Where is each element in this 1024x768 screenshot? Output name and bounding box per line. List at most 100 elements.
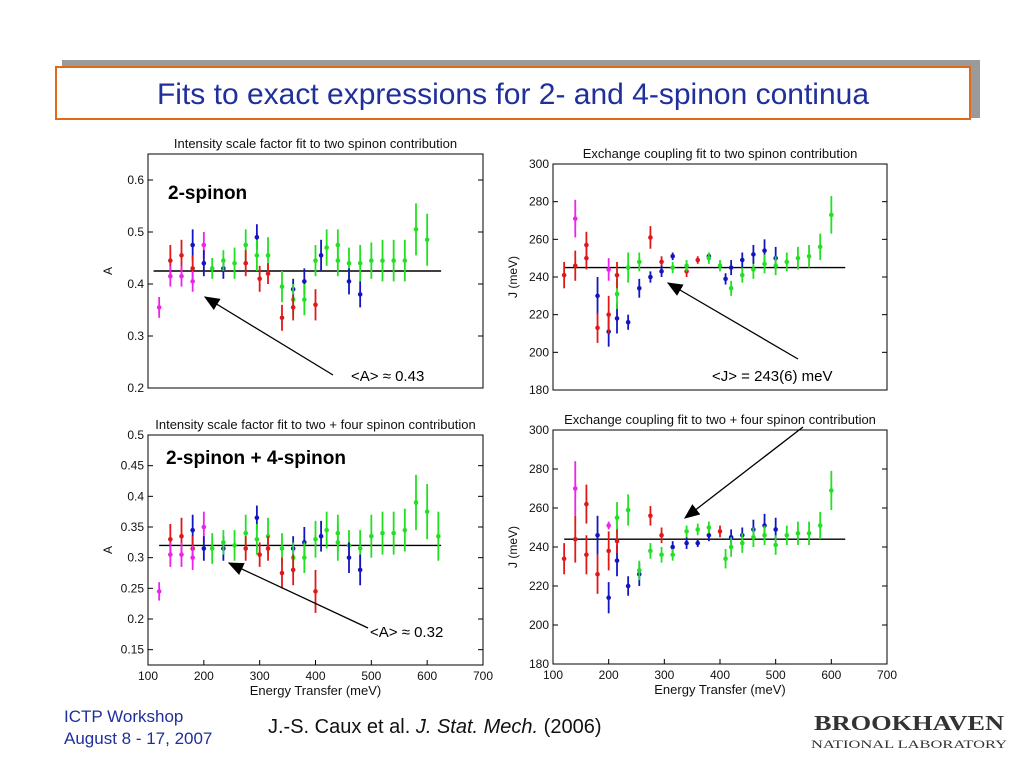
- y-tick-label: 260: [529, 232, 549, 246]
- y-tick-label: 0.4: [127, 277, 144, 291]
- x-tick-label: 400: [305, 669, 325, 683]
- data-point: [684, 263, 689, 268]
- data-point: [313, 589, 318, 594]
- y-axis-label: J (meV): [506, 256, 520, 298]
- y-tick-label: 260: [529, 501, 549, 515]
- y-tick-label: 0.2: [127, 612, 144, 626]
- data-point: [243, 530, 249, 536]
- data-point: [221, 540, 226, 545]
- data-point: [243, 242, 249, 248]
- data-point: [762, 248, 767, 253]
- data-point: [257, 276, 262, 282]
- data-point: [795, 255, 801, 261]
- data-point: [190, 242, 195, 248]
- x-tick-label: 200: [599, 668, 619, 682]
- data-point: [706, 533, 712, 538]
- data-point: [254, 253, 260, 258]
- data-point: [784, 533, 790, 538]
- data-point: [614, 291, 620, 297]
- data-point: [606, 548, 611, 554]
- annotation-J2: <J> = 243(6) meV: [712, 368, 832, 385]
- data-point: [190, 266, 195, 271]
- x-tick-label: 500: [766, 668, 786, 682]
- data-point: [829, 488, 834, 493]
- data-point: [335, 540, 341, 545]
- x-tick-label: 300: [654, 668, 674, 682]
- data-point: [318, 253, 324, 258]
- data-point: [232, 260, 237, 266]
- data-point: [232, 543, 237, 548]
- data-point: [243, 546, 249, 551]
- y-tick-label: 240: [529, 270, 549, 284]
- data-point: [313, 536, 318, 542]
- data-point: [636, 286, 642, 291]
- data-point: [614, 538, 620, 544]
- logo-line2: NATIONAL LABORATORY: [811, 737, 1007, 751]
- logo-line1: BROOKHAVEN: [814, 711, 1004, 735]
- data-point: [751, 534, 756, 540]
- data-point: [806, 253, 812, 259]
- data-point: [265, 546, 271, 551]
- data-point: [636, 259, 642, 265]
- data-point: [806, 531, 812, 536]
- data-point: [265, 271, 271, 276]
- label-24spinon: 2-spinon + 4-spinon: [166, 448, 346, 469]
- data-point: [659, 552, 664, 558]
- x-tick-label: 600: [417, 669, 437, 683]
- citation-authors: J.-S. Caux et al.: [268, 716, 416, 738]
- data-point: [659, 259, 664, 265]
- data-point: [606, 312, 611, 317]
- data-point: [659, 533, 664, 538]
- data-point: [357, 546, 363, 551]
- data-point: [739, 540, 745, 546]
- y-tick-label: 300: [529, 423, 549, 437]
- data-point: [313, 302, 318, 308]
- data-point: [670, 544, 675, 550]
- arrow-A2: [203, 296, 334, 376]
- data-point: [424, 509, 430, 514]
- arrow-A24: [227, 562, 369, 629]
- annotation-A24: <A> ≈ 0.32: [370, 624, 443, 641]
- data-point: [648, 235, 653, 240]
- data-point: [313, 258, 318, 263]
- data-point: [201, 524, 207, 530]
- data-point: [684, 529, 689, 534]
- y-tick-label: 240: [529, 540, 549, 554]
- x-tick-label: 700: [877, 668, 897, 682]
- data-point: [614, 316, 620, 321]
- data-point: [179, 533, 184, 539]
- y-tick-label: 0.6: [127, 173, 144, 187]
- data-point: [795, 531, 801, 536]
- y-tick-label: 220: [529, 579, 549, 593]
- y-tick-label: 0.15: [121, 643, 145, 657]
- data-point: [380, 530, 385, 536]
- data-point: [670, 552, 675, 558]
- data-point: [606, 595, 611, 600]
- data-point: [717, 263, 723, 268]
- data-point: [625, 583, 631, 589]
- y-tick-label: 180: [529, 383, 549, 397]
- data-point: [402, 258, 408, 263]
- data-point: [784, 259, 790, 265]
- data-point: [706, 255, 712, 261]
- label-2spinon: 2-spinon: [168, 183, 247, 204]
- data-point: [670, 265, 675, 270]
- data-point: [614, 272, 620, 278]
- data-point: [695, 257, 701, 263]
- data-point: [625, 265, 631, 270]
- y-tick-label: 0.45: [121, 459, 145, 473]
- data-point: [346, 279, 352, 284]
- title-frame: Fits to exact expressions for 2- and 4-s…: [55, 66, 971, 120]
- data-point: [324, 245, 329, 250]
- brookhaven-logo: BROOKHAVEN NATIONAL LABORATORY: [811, 711, 1007, 751]
- data-point: [243, 260, 249, 266]
- data-point: [572, 263, 578, 268]
- data-point: [762, 523, 767, 528]
- chart-intensity-24spinon: Intensity scale factor fit to two + four…: [101, 417, 493, 698]
- data-point: [648, 274, 653, 280]
- data-point: [156, 305, 162, 310]
- x-axis-label: Energy Transfer (meV): [654, 682, 786, 697]
- data-point: [190, 555, 195, 560]
- data-point: [728, 265, 734, 270]
